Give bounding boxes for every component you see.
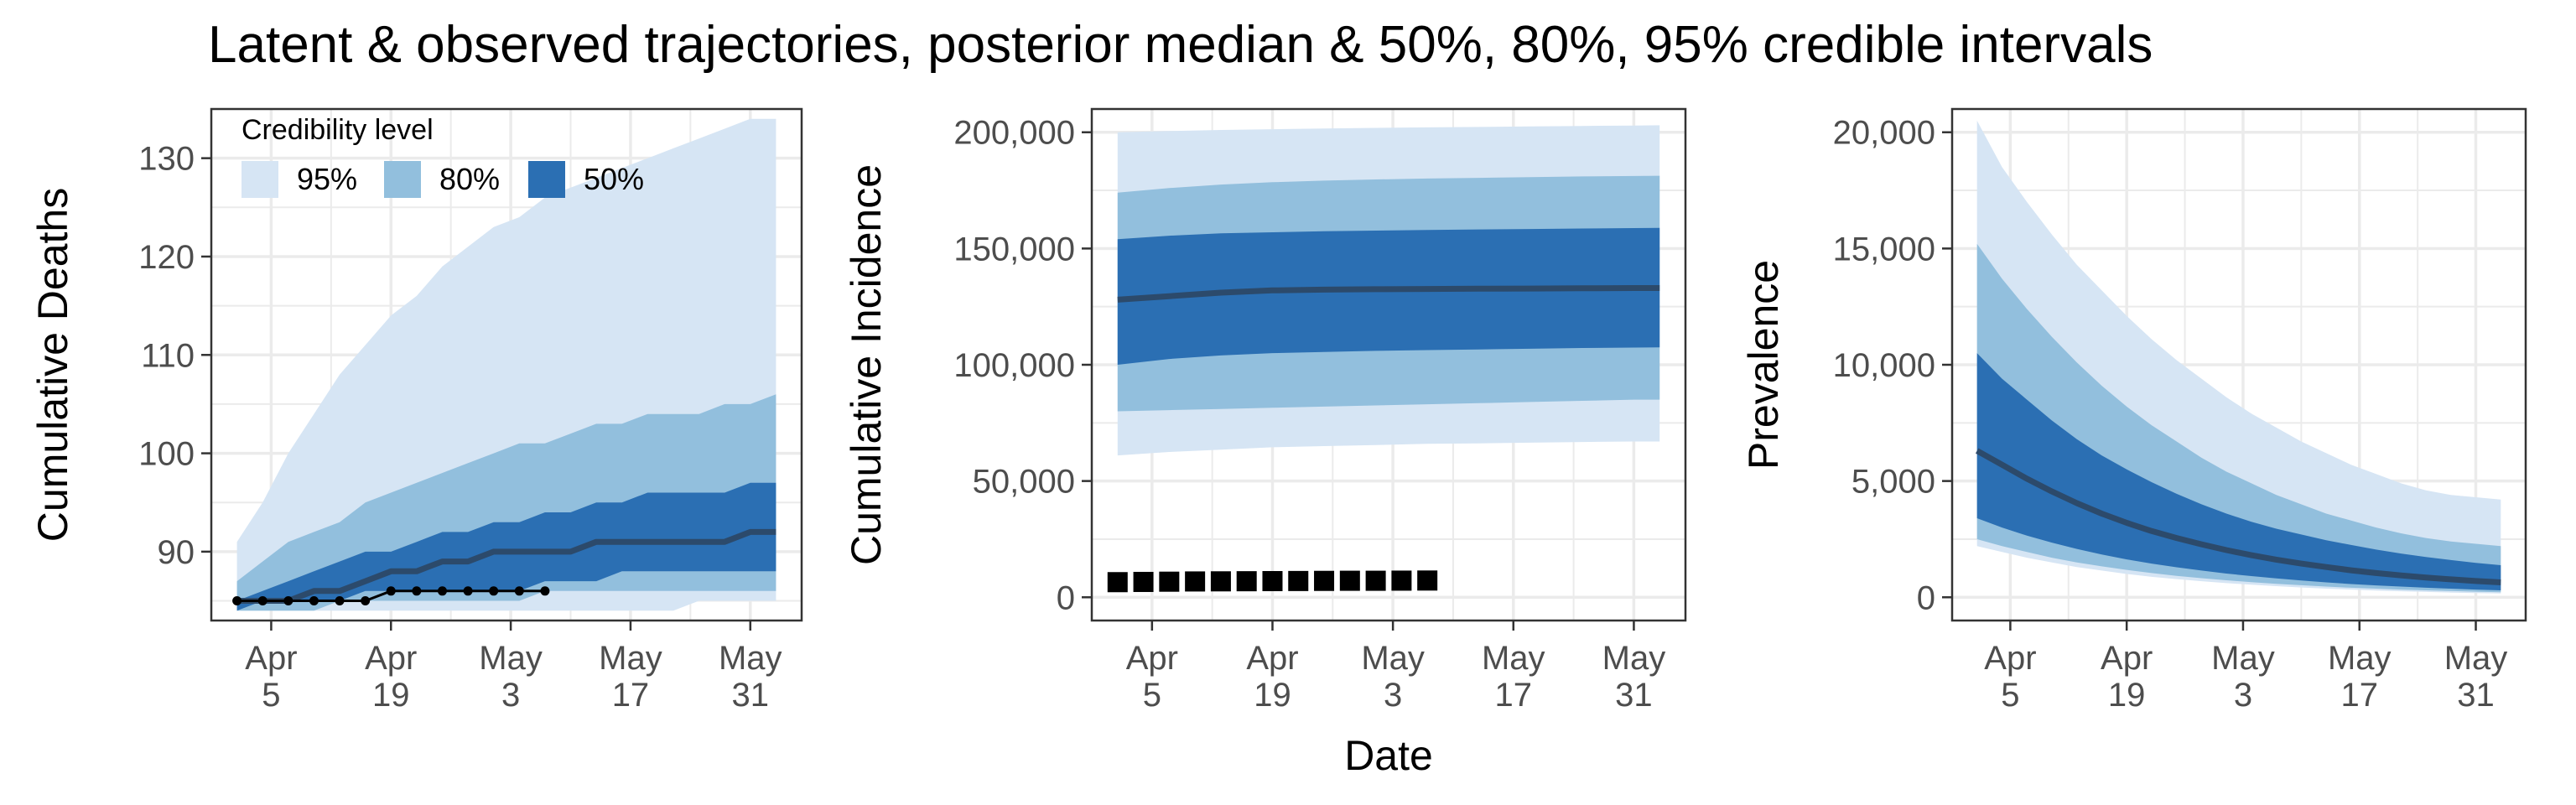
legend-title: Credibility level bbox=[242, 114, 434, 146]
observed-point bbox=[489, 586, 499, 596]
observed-point bbox=[257, 596, 267, 606]
y-tick-label: 150,000 bbox=[953, 231, 1075, 267]
x-tick-label: 31 bbox=[1615, 677, 1653, 714]
x-tick-label: May bbox=[2328, 640, 2392, 677]
panel-2: Apr5Apr19May3May17May31050,000100,000150… bbox=[843, 107, 1687, 714]
y-tick-label: 100 bbox=[138, 436, 195, 473]
median-line bbox=[1117, 285, 1660, 303]
x-tick-label: 3 bbox=[501, 677, 520, 714]
x-tick-label: 17 bbox=[1495, 677, 1533, 714]
x-tick-label: May bbox=[1482, 640, 1545, 677]
observed-point bbox=[1236, 571, 1257, 592]
observed-point bbox=[1417, 570, 1438, 591]
x-tick-label: Apr bbox=[1246, 640, 1298, 677]
x-tick-label: 19 bbox=[2108, 677, 2146, 714]
legend-key-80 bbox=[384, 161, 421, 198]
observed-point bbox=[1185, 571, 1206, 592]
band-50-area bbox=[1976, 353, 2501, 590]
observed-point bbox=[463, 586, 473, 596]
data-layer bbox=[232, 118, 776, 611]
y-tick-label: 100,000 bbox=[953, 347, 1075, 384]
legend: Credibility level 95% 80% 50% bbox=[242, 114, 644, 198]
observed-point bbox=[1314, 570, 1335, 591]
x-tick-label: 19 bbox=[1254, 677, 1291, 714]
observed-point bbox=[412, 586, 422, 596]
x-axis-title: Date bbox=[1344, 732, 1433, 779]
legend-label-95: 95% bbox=[297, 162, 357, 196]
x-tick-label: May bbox=[1361, 640, 1425, 677]
observed-point bbox=[1133, 571, 1154, 592]
x-tick-label: 31 bbox=[2457, 677, 2495, 714]
observed-point bbox=[1262, 571, 1283, 592]
x-tick-label: Apr bbox=[1984, 640, 2036, 677]
y-tick-label: 0 bbox=[1057, 579, 1075, 616]
y-tick-label: 5,000 bbox=[1852, 464, 1935, 501]
observed-point bbox=[1210, 571, 1231, 592]
y-tick-label: 110 bbox=[141, 337, 195, 374]
median-line bbox=[1975, 448, 2501, 585]
x-tick-label: 5 bbox=[2001, 677, 2019, 714]
x-tick-label: Apr bbox=[365, 640, 417, 677]
legend-key-50 bbox=[528, 161, 565, 198]
y-tick-label: 200,000 bbox=[953, 115, 1075, 152]
x-tick-label: Apr bbox=[245, 640, 297, 677]
observed-point bbox=[540, 586, 550, 596]
data-layer bbox=[1107, 125, 1660, 593]
x-tick-label: 5 bbox=[1143, 677, 1161, 714]
observed-point bbox=[335, 596, 345, 606]
legend-key-95 bbox=[242, 161, 278, 198]
data-layer bbox=[1975, 120, 2501, 594]
x-tick-label: May bbox=[479, 640, 543, 677]
x-tick-label: 17 bbox=[2340, 677, 2378, 714]
x-tick-label: May bbox=[719, 640, 782, 677]
y-tick-label: 130 bbox=[138, 141, 195, 178]
x-tick-label: May bbox=[1602, 640, 1666, 677]
observed-point bbox=[386, 586, 396, 596]
y-axis-title: Prevalence bbox=[1740, 260, 1787, 470]
x-tick-label: 3 bbox=[2234, 677, 2252, 714]
y-tick-label: 90 bbox=[158, 534, 195, 571]
x-tick-label: 17 bbox=[612, 677, 650, 714]
legend-label-80: 80% bbox=[439, 162, 500, 196]
observed-point bbox=[232, 596, 242, 606]
observed-point bbox=[309, 596, 319, 606]
x-tick-label: 5 bbox=[262, 677, 280, 714]
x-tick-label: May bbox=[2211, 640, 2275, 677]
x-tick-label: 19 bbox=[372, 677, 410, 714]
observed-point bbox=[1339, 570, 1360, 591]
observed-point bbox=[1159, 571, 1180, 592]
observed-point bbox=[514, 586, 524, 596]
observed-point bbox=[1365, 570, 1386, 591]
x-tick-label: Apr bbox=[2101, 640, 2153, 677]
observed-point bbox=[437, 586, 447, 596]
y-tick-label: 120 bbox=[138, 239, 195, 276]
y-tick-label: 0 bbox=[1917, 579, 1935, 616]
y-tick-label: 10,000 bbox=[1833, 347, 1935, 384]
x-tick-label: May bbox=[2444, 640, 2508, 677]
observed-point bbox=[1288, 570, 1309, 591]
y-axis-title: Cumulative Incidence bbox=[843, 164, 890, 565]
x-tick-label: 3 bbox=[1384, 677, 1402, 714]
y-tick-label: 50,000 bbox=[973, 464, 1075, 501]
observed-point bbox=[283, 596, 293, 606]
band-50-area bbox=[1117, 227, 1660, 365]
chart-title: Latent & observed trajectories, posterio… bbox=[208, 16, 2153, 74]
median-line bbox=[236, 528, 776, 604]
panel-border bbox=[210, 107, 803, 622]
y-axis-title: Cumulative Deaths bbox=[29, 188, 76, 542]
legend-label-50: 50% bbox=[584, 162, 644, 196]
panel-3: Apr5Apr19May3May17May3105,00010,00015,00… bbox=[1740, 107, 2527, 714]
panel-1: Apr5Apr19May3May17May3190100110120130Cum… bbox=[29, 107, 803, 714]
observed-point bbox=[1107, 572, 1128, 593]
x-tick-label: Apr bbox=[1126, 640, 1178, 677]
y-tick-label: 20,000 bbox=[1833, 115, 1935, 152]
x-tick-label: 31 bbox=[732, 677, 770, 714]
x-tick-label: May bbox=[599, 640, 662, 677]
observed-point bbox=[361, 596, 371, 606]
observed-point bbox=[1391, 570, 1412, 591]
y-tick-label: 15,000 bbox=[1833, 231, 1935, 267]
